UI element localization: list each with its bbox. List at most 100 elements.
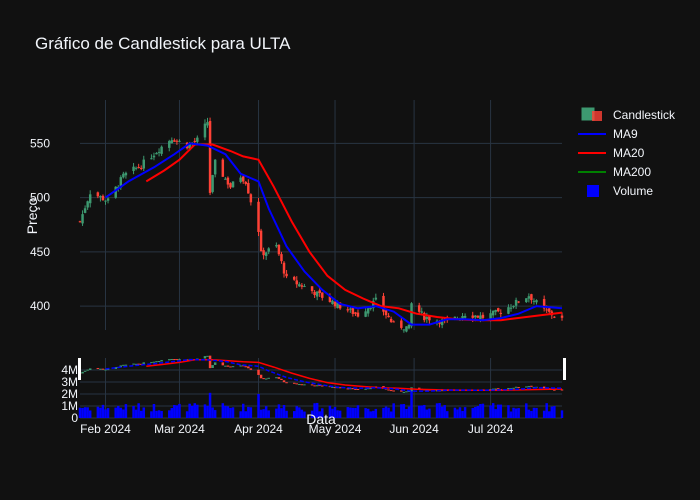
chart-title: Gráfico de Candlestick para ULTA	[35, 34, 291, 53]
volume-bar	[310, 410, 314, 418]
preview-candle	[83, 370, 87, 372]
legend-item-ma9[interactable]: MA9	[578, 127, 638, 141]
y-axis-title: Preço	[24, 198, 40, 235]
volume-bar	[530, 410, 533, 418]
range-slider-preview[interactable]	[78, 355, 566, 393]
candle-body	[331, 300, 334, 305]
volume-bar	[517, 408, 520, 418]
volume-bar	[282, 405, 286, 418]
candle-body	[78, 221, 82, 223]
volume-bar	[384, 406, 388, 418]
volume-bar	[423, 404, 426, 418]
volume-bar	[247, 406, 250, 418]
preview-candle	[122, 364, 125, 366]
preview-candle	[206, 355, 209, 357]
candle-body	[211, 175, 214, 192]
candle-body	[356, 312, 360, 317]
candle-body	[168, 141, 171, 148]
candle-body	[241, 176, 245, 182]
legend-item-candlestick[interactable]: Candlestick	[581, 107, 676, 122]
volume-bar	[134, 409, 138, 418]
preview-candle	[507, 388, 510, 390]
candle-body	[267, 248, 270, 252]
preview-candle	[440, 390, 444, 392]
candle-body	[410, 303, 413, 327]
preview-candle	[346, 388, 350, 390]
volume-bar	[364, 408, 367, 418]
legend[interactable]: Candlestick MA9 MA20 MA200 Volume	[578, 107, 676, 198]
x-tick-label: Jun 2024	[389, 422, 439, 436]
volume-bar	[507, 405, 510, 418]
candle-body	[479, 315, 482, 320]
candle-body	[387, 315, 390, 318]
volume-bar	[453, 407, 457, 418]
volume-bar	[78, 407, 82, 418]
candle-body	[173, 140, 176, 142]
preview-candle	[318, 385, 321, 387]
volume-bar	[410, 390, 413, 418]
candle-body	[461, 316, 464, 321]
candle-body	[525, 298, 528, 303]
candle-body	[208, 120, 212, 193]
candle-body	[328, 295, 332, 303]
candle-body	[553, 316, 556, 318]
volume-bar	[99, 407, 102, 418]
candle-body	[142, 159, 145, 169]
candle-body	[349, 308, 352, 310]
volume-bar	[211, 407, 214, 418]
candle-body	[303, 286, 306, 288]
preview-ma9-line	[105, 358, 563, 392]
candle-body	[425, 317, 429, 319]
preview-candle	[134, 363, 138, 365]
preview-candle	[527, 386, 531, 388]
preview-candle	[491, 388, 495, 390]
candle-body	[81, 214, 84, 224]
preview-candle	[514, 386, 518, 388]
preview-candle	[203, 356, 207, 359]
ma9-line	[104, 142, 563, 326]
volume-bar	[229, 407, 232, 418]
legend-label: MA200	[613, 165, 651, 179]
volume-bar	[206, 405, 209, 418]
volume-tick-label: 4M	[61, 363, 78, 377]
preview-candle	[106, 369, 110, 371]
volume-bar	[119, 407, 123, 418]
preview-candle	[139, 363, 143, 365]
volume-bar	[351, 407, 355, 418]
preview-candle	[231, 366, 235, 368]
legend-item-volume[interactable]: Volume	[587, 184, 653, 198]
legend-item-ma20[interactable]: MA20	[578, 146, 645, 160]
preview-candle	[300, 384, 304, 386]
volume-bar	[142, 407, 145, 418]
candle-body	[435, 320, 439, 322]
volume-bar	[366, 408, 370, 418]
candle-body	[517, 301, 520, 303]
volume-bar	[387, 407, 390, 418]
legend-item-ma200[interactable]: MA200	[578, 165, 651, 179]
candle-body	[420, 311, 423, 313]
candle-body	[155, 152, 158, 155]
candle-body	[512, 305, 515, 308]
preview-candle	[262, 378, 265, 380]
preview-candle	[295, 383, 299, 385]
candle-body	[259, 230, 263, 252]
preview-candle	[152, 361, 156, 363]
volume-bar	[354, 407, 357, 418]
volume-bar	[369, 411, 372, 418]
volume-bar	[241, 403, 245, 418]
volume-bar	[257, 394, 260, 418]
candle-body	[247, 182, 250, 194]
preview-candle	[392, 390, 395, 392]
preview-candle	[88, 368, 92, 370]
candle-body	[463, 315, 467, 318]
candle-body	[315, 291, 319, 297]
volume-bar	[463, 407, 467, 418]
volume-bar	[157, 410, 161, 418]
candle-body	[402, 329, 406, 331]
volume-bar	[122, 409, 125, 418]
preview-candle	[553, 389, 556, 391]
volume-bar	[333, 406, 337, 418]
volume-bar	[458, 407, 462, 418]
preview-candle	[224, 365, 227, 367]
candle-body	[497, 308, 500, 312]
